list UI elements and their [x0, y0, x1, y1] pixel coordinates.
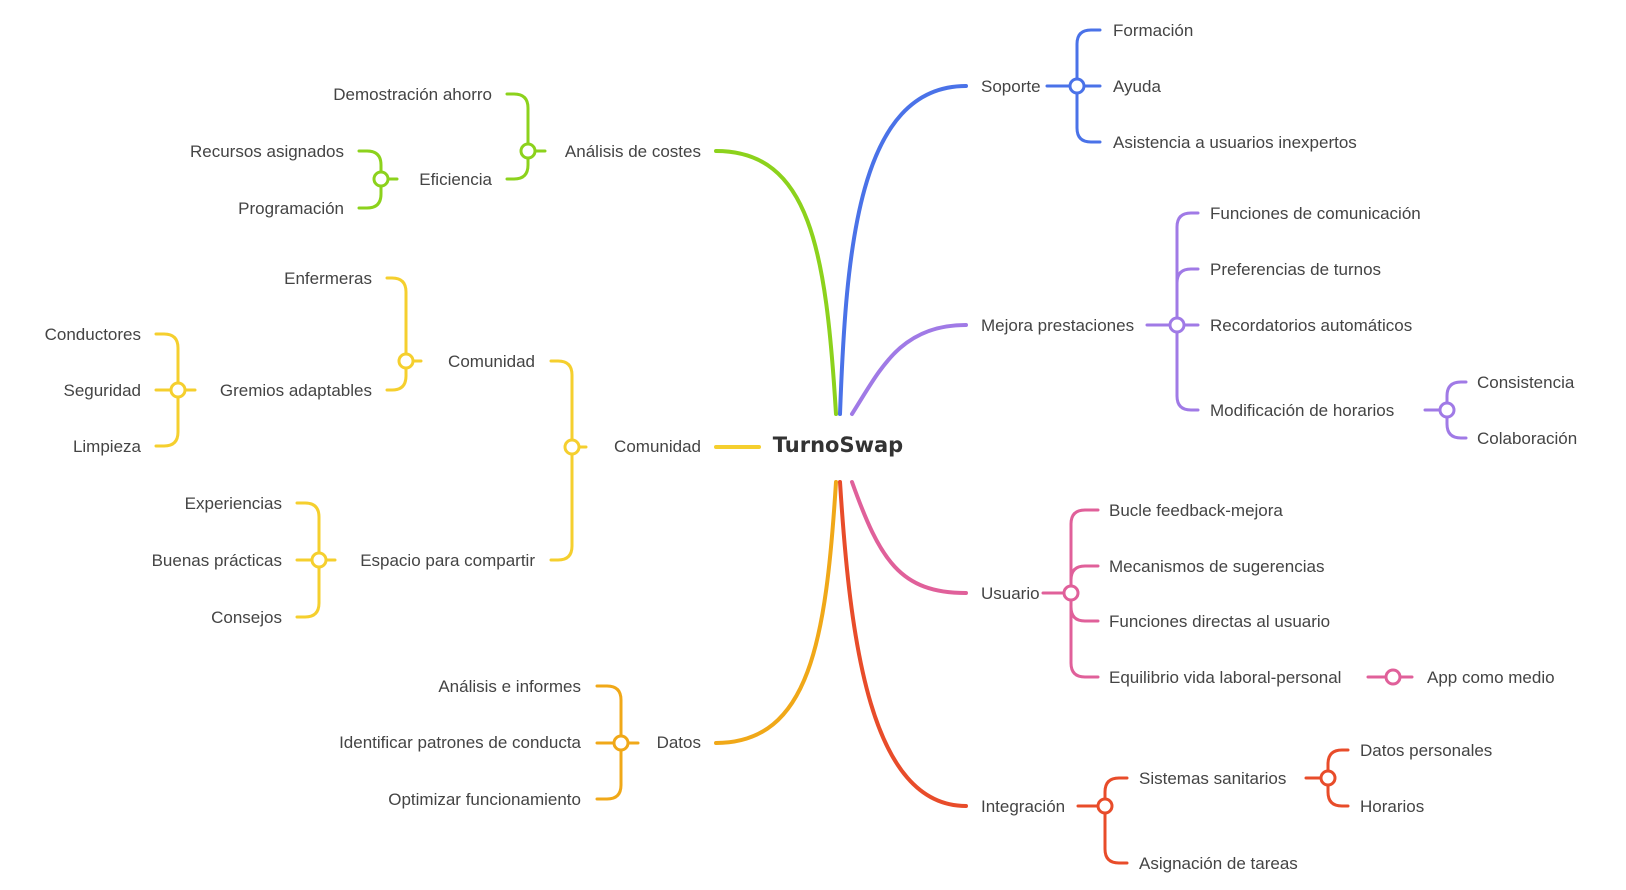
node-mejora-prestaciones[interactable]: Mejora prestaciones	[981, 316, 1134, 335]
node-asignacion-tareas[interactable]: Asignación de tareas	[1139, 854, 1298, 873]
node-horarios[interactable]: Horarios	[1360, 797, 1424, 816]
connector-line	[1326, 748, 1350, 780]
connector-line	[1445, 408, 1468, 440]
node-enfermeras[interactable]: Enfermeras	[284, 269, 372, 288]
root-node[interactable]: TurnoSwap	[773, 433, 903, 457]
node-recordatorios[interactable]: Recordatorios automáticos	[1210, 316, 1412, 335]
node-limpieza[interactable]: Limpieza	[73, 437, 142, 456]
node-funciones-comunicacion[interactable]: Funciones de comunicación	[1210, 204, 1421, 223]
connector-line	[154, 388, 180, 448]
node-modificacion-horarios[interactable]: Modificación de horarios	[1210, 401, 1394, 420]
connector-line	[1103, 776, 1129, 808]
junction-circle[interactable]	[1068, 77, 1086, 95]
node-programacion[interactable]: Programación	[238, 199, 344, 218]
junction-circle[interactable]	[1319, 769, 1337, 787]
connector-line	[1075, 84, 1102, 144]
node-demostracion-ahorro[interactable]: Demostración ahorro	[333, 85, 492, 104]
node-consejos[interactable]: Consejos	[211, 608, 282, 627]
connector-line	[1175, 267, 1200, 327]
node-sistemas-sanitarios[interactable]: Sistemas sanitarios	[1139, 769, 1286, 788]
node-equilibrio[interactable]: Equilibrio vida laboral-personal	[1109, 668, 1341, 687]
node-comunidad[interactable]: Comunidad	[614, 437, 701, 456]
node-preferencias-turnos[interactable]: Preferencias de turnos	[1210, 260, 1381, 279]
junction-circle[interactable]	[1384, 668, 1402, 686]
node-buenas-practicas[interactable]: Buenas prácticas	[152, 551, 282, 570]
junction-circle[interactable]	[612, 734, 630, 752]
node-mecanismos-sugerencias[interactable]: Mecanismos de sugerencias	[1109, 557, 1324, 576]
node-soporte[interactable]: Soporte	[981, 77, 1041, 96]
connector-line	[357, 177, 383, 210]
connectors	[154, 28, 1468, 865]
node-app-como-medio[interactable]: App como medio	[1427, 668, 1555, 687]
junction-circle[interactable]	[372, 170, 390, 188]
node-consistencia[interactable]: Consistencia	[1477, 373, 1575, 392]
connector-line	[357, 149, 383, 181]
node-labels: TurnoSwap Soporte Formación Ayuda Asiste…	[45, 21, 1578, 873]
junction-circle[interactable]	[397, 352, 415, 370]
node-optimizar-funcionamiento[interactable]: Optimizar funcionamiento	[388, 790, 581, 809]
node-integracion[interactable]: Integración	[981, 797, 1065, 816]
connector-line	[505, 149, 530, 181]
connector-line	[549, 359, 574, 449]
branch-datos	[714, 480, 838, 745]
node-identificar-patrones[interactable]: Identificar patrones de conducta	[339, 733, 581, 752]
node-eficiencia[interactable]: Eficiencia	[419, 170, 492, 189]
node-recursos-asignados[interactable]: Recursos asignados	[190, 142, 344, 161]
node-datos[interactable]: Datos	[657, 733, 701, 752]
node-experiencias[interactable]: Experiencias	[185, 494, 282, 513]
connector-line	[1069, 508, 1100, 595]
connector-line	[1175, 211, 1200, 327]
node-datos-personales[interactable]: Datos personales	[1360, 741, 1492, 760]
connector-line	[154, 332, 180, 392]
junction-circle[interactable]	[519, 142, 537, 160]
connector-line	[505, 92, 530, 153]
connector-line	[1445, 380, 1468, 412]
connector-line	[1075, 28, 1102, 88]
connector-line	[549, 445, 574, 562]
connector-line	[1103, 804, 1129, 865]
connector-line	[385, 359, 408, 392]
branch-soporte	[838, 84, 968, 416]
node-colaboracion[interactable]: Colaboración	[1477, 429, 1577, 448]
connector-line	[1069, 564, 1100, 595]
junction-circle[interactable]	[169, 381, 187, 399]
junction-circle[interactable]	[563, 438, 581, 456]
connector-line	[1326, 776, 1350, 808]
junction-circle[interactable]	[310, 551, 328, 569]
node-ayuda[interactable]: Ayuda	[1113, 77, 1161, 96]
junction-circle[interactable]	[1096, 797, 1114, 815]
junction-circles	[169, 77, 1456, 815]
branch-costes	[714, 149, 838, 416]
node-conductores[interactable]: Conductores	[45, 325, 141, 344]
node-formacion[interactable]: Formación	[1113, 21, 1193, 40]
node-bucle-feedback[interactable]: Bucle feedback-mejora	[1109, 501, 1283, 520]
node-asistencia[interactable]: Asistencia a usuarios inexpertos	[1113, 133, 1357, 152]
connector-line	[295, 558, 321, 619]
node-analisis-informes[interactable]: Análisis e informes	[438, 677, 581, 696]
connector-line	[1175, 323, 1200, 412]
node-seguridad[interactable]: Seguridad	[63, 381, 141, 400]
branch-integracion	[838, 480, 968, 808]
junction-circle[interactable]	[1062, 584, 1080, 602]
connector-line	[295, 501, 321, 562]
node-comunidad-sub[interactable]: Comunidad	[448, 352, 535, 371]
connector-line	[1069, 591, 1100, 679]
node-funciones-directas[interactable]: Funciones directas al usuario	[1109, 612, 1330, 631]
junction-circle[interactable]	[1168, 316, 1186, 334]
branch-usuario	[850, 480, 968, 595]
node-gremios-adaptables[interactable]: Gremios adaptables	[220, 381, 372, 400]
node-usuario[interactable]: Usuario	[981, 584, 1040, 603]
connector-line	[385, 276, 408, 363]
node-analisis-costes[interactable]: Análisis de costes	[565, 142, 701, 161]
connector-line	[595, 684, 623, 745]
node-espacio-compartir[interactable]: Espacio para compartir	[360, 551, 535, 570]
branch-mejora	[850, 323, 968, 416]
junction-circle[interactable]	[1438, 401, 1456, 419]
connector-line	[595, 741, 623, 801]
